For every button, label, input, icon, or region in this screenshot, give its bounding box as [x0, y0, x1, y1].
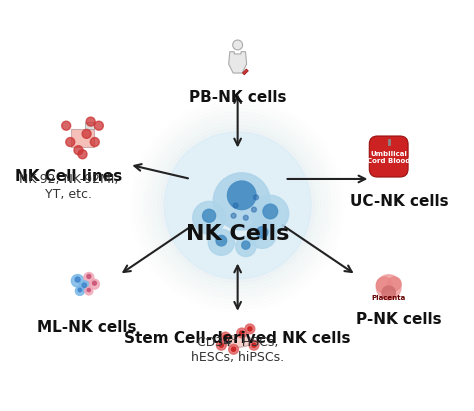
Text: NK-92, NK-92MI,
YT, etc.: NK-92, NK-92MI, YT, etc.	[18, 173, 118, 201]
Circle shape	[90, 138, 99, 146]
Circle shape	[74, 145, 83, 155]
Circle shape	[231, 347, 236, 351]
Circle shape	[82, 129, 91, 139]
Circle shape	[245, 324, 255, 334]
Circle shape	[217, 340, 226, 350]
Circle shape	[208, 229, 234, 255]
Circle shape	[248, 327, 252, 331]
Circle shape	[92, 281, 96, 285]
Circle shape	[94, 121, 103, 130]
Polygon shape	[71, 129, 94, 147]
Circle shape	[216, 236, 227, 246]
Circle shape	[228, 181, 256, 210]
Circle shape	[82, 283, 87, 288]
Polygon shape	[85, 122, 94, 129]
Circle shape	[240, 331, 244, 335]
Text: Stem Cell-derived NK cells: Stem Cell-derived NK cells	[124, 331, 351, 346]
Circle shape	[87, 275, 91, 278]
Circle shape	[84, 272, 94, 282]
Circle shape	[66, 138, 75, 146]
Circle shape	[75, 286, 84, 296]
Circle shape	[228, 344, 238, 354]
Ellipse shape	[223, 335, 252, 347]
Bar	[243, 69, 248, 75]
Text: Umbilical
Cord Blood: Umbilical Cord Blood	[367, 151, 410, 164]
Circle shape	[193, 201, 226, 234]
Polygon shape	[228, 52, 246, 73]
Circle shape	[263, 204, 278, 219]
Circle shape	[202, 209, 216, 222]
Circle shape	[242, 241, 250, 249]
Text: NK Cell lines: NK Cell lines	[15, 169, 122, 185]
Text: NK Cells: NK Cells	[186, 224, 289, 244]
Circle shape	[78, 288, 82, 292]
Circle shape	[388, 277, 401, 291]
Circle shape	[219, 343, 223, 347]
Circle shape	[252, 207, 256, 212]
Circle shape	[164, 132, 311, 279]
Circle shape	[256, 226, 268, 238]
FancyBboxPatch shape	[369, 136, 408, 177]
Circle shape	[248, 220, 276, 248]
Text: ML-NK cells: ML-NK cells	[37, 321, 137, 335]
Circle shape	[233, 40, 243, 50]
Circle shape	[220, 332, 230, 342]
Circle shape	[71, 275, 84, 287]
Circle shape	[78, 150, 87, 159]
Circle shape	[85, 287, 93, 295]
Circle shape	[376, 277, 392, 293]
Text: PB-NK cells: PB-NK cells	[189, 90, 286, 105]
Circle shape	[252, 195, 289, 232]
Circle shape	[243, 215, 248, 220]
Circle shape	[236, 236, 256, 256]
Circle shape	[382, 286, 395, 300]
Circle shape	[86, 117, 95, 126]
Circle shape	[237, 328, 246, 338]
Text: Placenta: Placenta	[372, 296, 406, 301]
Circle shape	[213, 173, 270, 230]
Text: CD34⁺ HSCs,
hESCs, hiPSCs.: CD34⁺ HSCs, hESCs, hiPSCs.	[191, 337, 284, 365]
Circle shape	[223, 335, 228, 339]
Circle shape	[254, 195, 258, 200]
Circle shape	[75, 277, 80, 282]
Text: UC-NK cells: UC-NK cells	[350, 194, 448, 209]
Circle shape	[249, 340, 259, 350]
Circle shape	[252, 343, 256, 347]
Circle shape	[233, 203, 238, 208]
Circle shape	[231, 213, 236, 218]
Circle shape	[87, 289, 91, 292]
Circle shape	[164, 132, 311, 279]
Circle shape	[161, 129, 314, 282]
Circle shape	[79, 281, 90, 292]
Text: P-NK cells: P-NK cells	[356, 312, 442, 327]
Circle shape	[90, 279, 100, 289]
Circle shape	[62, 121, 71, 130]
Circle shape	[376, 275, 401, 300]
